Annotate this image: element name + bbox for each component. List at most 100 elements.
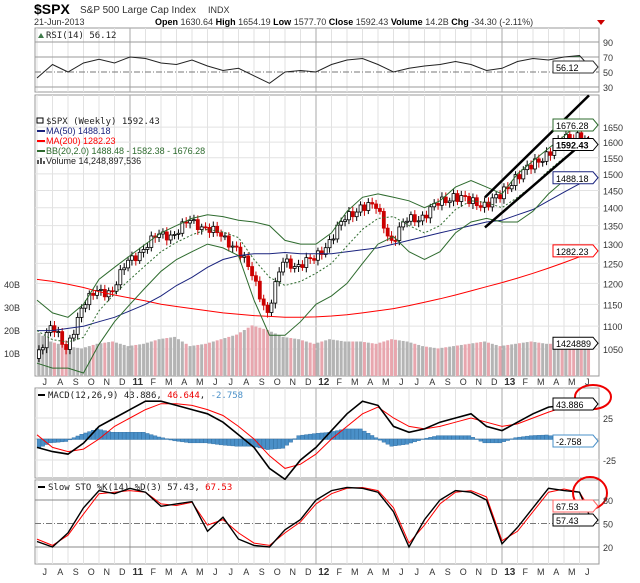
volume-bar xyxy=(142,343,146,376)
candle xyxy=(219,232,223,237)
high-value: 1654.19 xyxy=(238,17,271,27)
candle xyxy=(494,194,499,199)
macd-histogram-bar xyxy=(296,435,301,440)
bb-upper-last-value: 1676.28 xyxy=(556,121,589,131)
volume-bar xyxy=(335,340,339,376)
close-value: 1592.43 xyxy=(356,17,389,27)
macd-last-value: 43.886 xyxy=(556,400,584,410)
candle xyxy=(273,281,278,304)
macd-histogram-bar xyxy=(455,435,460,440)
volume-bar xyxy=(266,330,270,376)
month-label: M xyxy=(351,377,359,387)
macd-histogram-bar xyxy=(436,435,441,440)
month-label: J xyxy=(229,377,234,387)
volume-bar xyxy=(572,342,576,376)
macd-histogram-bar xyxy=(358,428,363,440)
macd-hist-last-value: -2.758 xyxy=(556,437,582,447)
macd-histogram-bar xyxy=(544,434,549,440)
bb-lower-line xyxy=(36,173,591,374)
month-label: A xyxy=(429,377,435,387)
volume-bar xyxy=(432,347,436,376)
macd-histogram-bar xyxy=(420,438,425,440)
volume-bar xyxy=(68,346,72,376)
candle xyxy=(529,164,533,170)
volume-bar xyxy=(223,338,227,376)
volume-bar xyxy=(355,341,359,376)
volume-bar xyxy=(157,339,161,376)
volume-bar xyxy=(331,339,335,376)
volume-bar xyxy=(188,346,192,376)
sto-panel xyxy=(34,479,600,565)
candle xyxy=(130,255,134,261)
month-label: J xyxy=(213,567,218,577)
month-label: D xyxy=(119,567,126,577)
macd-signal-value: 46.644 xyxy=(167,391,200,401)
macd-histogram-bar xyxy=(300,434,305,440)
volume-bar xyxy=(138,344,142,376)
macd-histogram-bar xyxy=(470,437,475,440)
candle xyxy=(79,307,84,318)
volume-bar xyxy=(548,343,552,376)
volume-bar xyxy=(587,343,591,376)
sto-k-last-value-box xyxy=(552,513,599,527)
month-label: A xyxy=(57,567,63,577)
volume-bar xyxy=(107,342,111,376)
macd-histogram-bar xyxy=(343,428,348,440)
close-last-value-box xyxy=(552,138,599,152)
price-tick-label: 1200 xyxy=(603,279,623,289)
macd-histogram-bar xyxy=(532,435,537,440)
month-label: F xyxy=(523,567,529,577)
month-label: F xyxy=(337,567,343,577)
candle xyxy=(509,185,514,190)
macd-histogram-bar xyxy=(102,430,107,440)
rsi-tick-label: 50 xyxy=(603,68,613,78)
volume-bar xyxy=(231,335,235,376)
volume-bar xyxy=(579,342,583,376)
macd-histogram-bar xyxy=(486,438,491,444)
macd-histogram-bar xyxy=(114,432,119,440)
macd-histogram-bar xyxy=(184,438,189,443)
candle xyxy=(56,331,61,333)
candle xyxy=(149,235,154,248)
chg-value: -34.30 (-2.11%) xyxy=(471,17,533,27)
candle xyxy=(234,245,239,248)
candle xyxy=(195,219,200,230)
volume-bar xyxy=(405,341,409,376)
candle xyxy=(455,193,460,202)
macd-histogram-bar xyxy=(362,430,367,440)
open-value: 1630.64 xyxy=(181,17,214,27)
macd-histogram-bar xyxy=(312,433,317,440)
chart-marks xyxy=(36,54,612,549)
macd-histogram-bar xyxy=(393,438,398,446)
candle xyxy=(141,249,146,253)
month-label: N xyxy=(104,567,111,577)
volume-bar xyxy=(486,342,490,376)
month-label: N xyxy=(104,377,111,387)
candle xyxy=(350,211,355,218)
volume-bar xyxy=(428,347,432,376)
macd-histogram-bar xyxy=(529,435,534,440)
volume-bar xyxy=(556,343,560,376)
rsi-legend: RSI(14) 56.12 xyxy=(38,31,116,41)
candle xyxy=(52,325,57,333)
macd-histogram-bar xyxy=(428,437,433,440)
month-label: A xyxy=(181,567,187,577)
volume-bar xyxy=(343,341,347,376)
month-label: 11 xyxy=(132,567,143,578)
macd-histogram-bar xyxy=(536,435,541,440)
candle xyxy=(64,344,68,350)
volume-bar xyxy=(366,342,370,376)
volume-bar xyxy=(56,343,60,376)
price-tick-label: 1150 xyxy=(603,300,622,310)
volume-bar xyxy=(277,335,281,376)
candle xyxy=(420,214,425,222)
month-label: A xyxy=(181,377,187,387)
macd-histogram-bar xyxy=(36,438,41,449)
price-tick-label: 1450 xyxy=(603,187,623,197)
volume-bar xyxy=(308,342,312,376)
macd-histogram-bar xyxy=(67,438,72,441)
index-name: S&P 500 Large Cap Index xyxy=(80,5,196,16)
month-label: D xyxy=(305,377,312,387)
macd-histogram-bar xyxy=(439,435,444,440)
month-label: D xyxy=(305,567,312,577)
